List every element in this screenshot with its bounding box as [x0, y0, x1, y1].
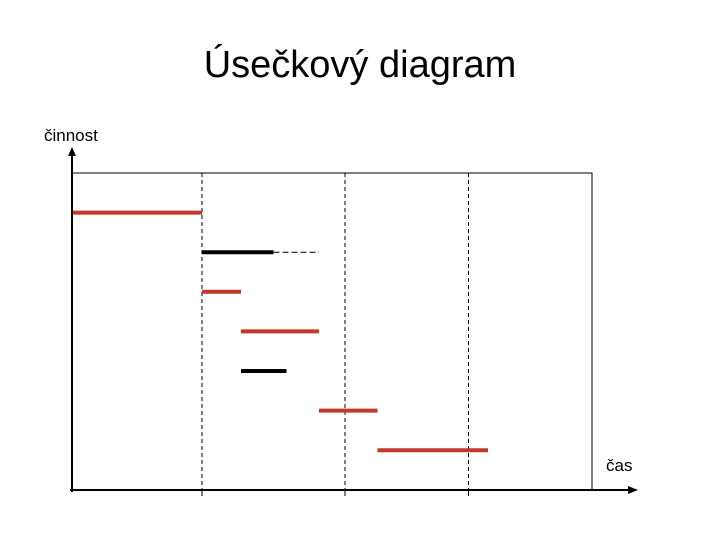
x-axis-arrow-icon [628, 486, 638, 494]
activity-segments [72, 210, 488, 453]
diagram-title: Úsečkový diagram [203, 44, 517, 86]
x-axis-label: čas [606, 456, 633, 475]
plot-frame [71, 172, 593, 491]
milestone-lines [201, 173, 469, 490]
y-axis-label: činnost [44, 126, 98, 145]
y-axis-arrow-icon [68, 147, 76, 156]
x-axis-ticks [201, 490, 469, 496]
